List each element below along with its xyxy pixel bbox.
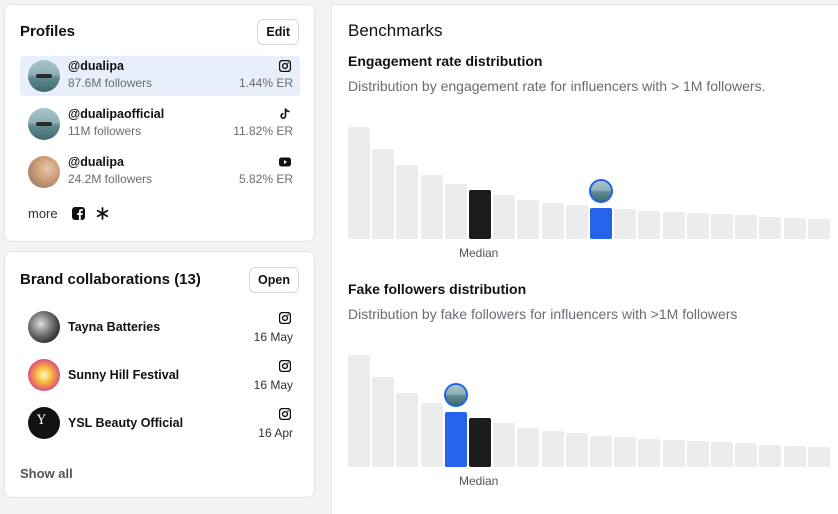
brand-avatar: Y [28, 407, 60, 439]
fake-followers-description: Distribution by fake followers for influ… [348, 306, 738, 322]
profiles-card: Profiles Edit @dualipa 87.6M followers 1… [4, 4, 315, 242]
engagement-bar [614, 209, 637, 239]
profile-row-dualipaofficial-tiktok[interactable]: @dualipaofficial 11M followers 11.82% ER [20, 104, 300, 144]
brand-date: 16 May [253, 378, 293, 392]
ysl-logo: Y [37, 413, 46, 428]
engagement-bar [759, 217, 782, 239]
fake-followers-self-marker-avatar [443, 383, 468, 407]
engagement-bar [711, 214, 733, 239]
engagement-bar [493, 195, 516, 239]
fake-followers-bar [565, 433, 588, 467]
engagement-bar [735, 215, 758, 239]
fake-followers-bar [493, 423, 516, 467]
engagement-bar [807, 219, 830, 239]
engagement-description: Distribution by engagement rate for infl… [348, 78, 766, 94]
brand-collaborations-card: Brand collaborations (13) Open Tayna Bat… [4, 251, 315, 498]
avatar [28, 108, 60, 140]
instagram-icon [279, 312, 291, 324]
profile-er: 5.82% ER [238, 172, 293, 186]
snapchat-icon[interactable] [96, 207, 109, 220]
profile-handle: @dualipa [68, 59, 124, 73]
engagement-bar-self [590, 208, 612, 239]
fake-followers-bar [662, 440, 685, 467]
benchmarks-title: Benchmarks [348, 21, 443, 40]
fake-followers-bar [348, 355, 370, 467]
profile-followers: 24.2M followers [68, 172, 153, 186]
fake-followers-bar [711, 442, 733, 467]
facebook-icon[interactable] [72, 207, 85, 220]
brand-name: Sunny Hill Festival [68, 368, 180, 382]
brand-date: 16 May [253, 330, 293, 344]
fake-followers-bar [590, 436, 612, 467]
engagement-bar [541, 203, 564, 239]
engagement-bar [783, 218, 806, 239]
fake-followers-bar-self [444, 412, 467, 467]
show-all-link[interactable]: Show all [20, 466, 73, 481]
fake-followers-bar [517, 428, 540, 467]
tiktok-icon [280, 108, 290, 119]
brand-avatar [28, 311, 60, 343]
profile-handle: @dualipaofficial [68, 107, 165, 121]
engagement-bar [372, 149, 395, 239]
engagement-bar-median [469, 190, 491, 239]
open-button[interactable]: Open [249, 267, 299, 293]
edit-button[interactable]: Edit [257, 19, 299, 45]
instagram-icon [279, 360, 291, 372]
engagement-bar [444, 184, 467, 239]
profile-er: 1.44% ER [238, 76, 293, 90]
engagement-bar [348, 127, 370, 239]
engagement-median-label: Median [459, 246, 499, 260]
profile-row-dualipa-youtube[interactable]: @dualipa 24.2M followers 5.82% ER [20, 152, 300, 192]
engagement-bar [686, 213, 709, 239]
fake-followers-bar [638, 439, 661, 467]
benchmarks-panel: Benchmarks Engagement rate distribution … [331, 4, 838, 514]
brand-row-sunny-hill-festival[interactable]: Sunny Hill Festival 16 May [20, 355, 300, 395]
brand-name: Tayna Batteries [68, 320, 161, 334]
engagement-chart [348, 127, 830, 239]
instagram-icon [279, 408, 291, 420]
fake-followers-bar [686, 441, 709, 467]
brand-row-ysl-beauty-official[interactable]: Y YSL Beauty Official 16 Apr [20, 403, 300, 443]
avatar [28, 156, 60, 188]
fake-followers-bar [420, 403, 443, 467]
brand-collaborations-title: Brand collaborations (13) [20, 271, 201, 288]
profile-row-dualipa-instagram[interactable]: @dualipa 87.6M followers 1.44% ER [20, 56, 300, 96]
engagement-bar [517, 200, 540, 239]
profile-followers: 87.6M followers [68, 76, 153, 90]
fake-followers-title: Fake followers distribution [348, 281, 527, 297]
brand-avatar [28, 359, 60, 391]
fake-followers-median-label: Median [459, 474, 499, 488]
brand-row-tayna-batteries[interactable]: Tayna Batteries 16 May [20, 307, 300, 347]
profiles-title: Profiles [20, 23, 76, 40]
brand-name: YSL Beauty Official [68, 416, 184, 430]
fake-followers-bar [614, 437, 637, 467]
fake-followers-bar [783, 446, 806, 467]
profile-er: 11.82% ER [233, 124, 293, 138]
engagement-bar [565, 205, 588, 239]
engagement-bar [662, 212, 685, 239]
engagement-title: Engagement rate distribution [348, 53, 543, 69]
brand-date: 16 Apr [258, 426, 293, 440]
youtube-icon [279, 157, 291, 167]
more-link[interactable]: more [28, 206, 58, 221]
engagement-bar [420, 175, 443, 239]
fake-followers-bar [372, 377, 395, 467]
fake-followers-bar-median [469, 418, 491, 467]
fake-followers-bar [735, 443, 758, 467]
fake-followers-chart [348, 355, 830, 467]
avatar [28, 60, 60, 92]
fake-followers-bar [807, 447, 830, 467]
engagement-bar [396, 165, 419, 239]
fake-followers-bar [759, 445, 782, 467]
fake-followers-bar [541, 431, 564, 467]
fake-followers-bar [396, 393, 419, 467]
instagram-icon [279, 60, 291, 72]
engagement-bar [638, 211, 661, 239]
engagement-self-marker-avatar [589, 179, 613, 203]
profile-followers: 11M followers [68, 124, 142, 138]
profile-handle: @dualipa [68, 155, 124, 169]
